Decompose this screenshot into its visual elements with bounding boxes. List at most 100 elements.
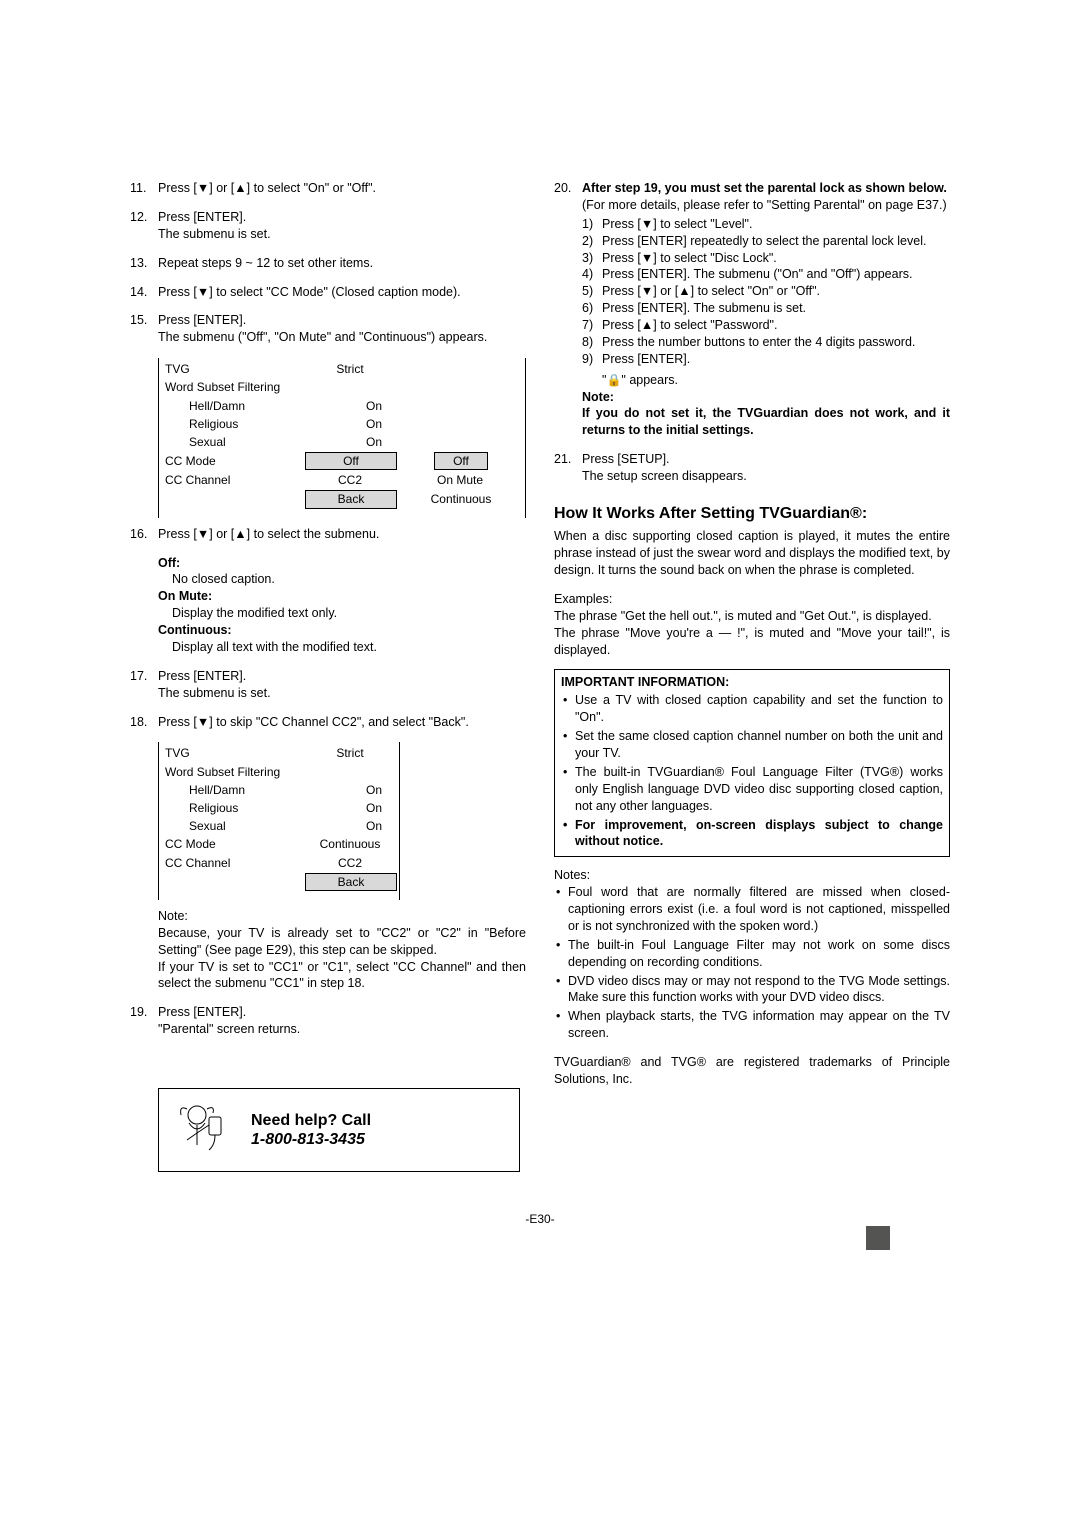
step-number: 19. (130, 1004, 158, 1038)
menu-value: On (329, 398, 419, 414)
help-callout: Need help? Call 1-800-813-3435 (158, 1088, 520, 1172)
substep-text: Press [ENTER]. The submenu ("On" and "Of… (602, 266, 950, 283)
line: Press [ENTER]. (158, 210, 246, 224)
line-bold: After step 19, you must set the parental… (582, 180, 950, 197)
examples: Examples: The phrase "Get the hell out."… (554, 591, 950, 659)
step-17: 17. Press [ENTER]. The submenu is set. (130, 668, 526, 702)
notes-title: Notes: (554, 867, 950, 884)
menu-label: CC Mode (159, 453, 305, 469)
menu-value: On (329, 800, 419, 816)
step-number: 16. (130, 526, 158, 543)
step-number: 12. (130, 209, 158, 243)
page: 11. Press [▼] or [▲] to select "On" or "… (0, 0, 1080, 1306)
page-number: -E30- (130, 1212, 950, 1226)
menu-row: Religious On (159, 415, 525, 433)
notes-item: The built-in Foul Language Filter may no… (554, 937, 950, 971)
menu-value: On (329, 434, 419, 450)
help-phone: 1-800-813-3435 (251, 1130, 371, 1149)
step-20: 20. After step 19, you must set the pare… (554, 180, 950, 439)
notes-item: DVD video discs may or may not respond t… (554, 973, 950, 1007)
step-number: 21. (554, 451, 582, 485)
line: Press [ENTER]. (158, 313, 246, 327)
step-text: After step 19, you must set the parental… (582, 180, 950, 439)
option-desc: Display the modified text only. (158, 605, 526, 622)
section-title: How It Works After Setting TVGuardian®: (554, 503, 950, 525)
menu-label: CC Channel (159, 472, 305, 488)
step-number: 17. (130, 668, 158, 702)
menu-value: Continuous (305, 836, 395, 852)
step-14: 14. Press [▼] to select "CC Mode" (Close… (130, 284, 526, 301)
substep-text: Press [ENTER]. (602, 351, 950, 368)
step-number: 13. (130, 255, 158, 272)
step-text: Press [ENTER]. The submenu is set. (158, 209, 526, 243)
menu-row: CC Mode Continuous (159, 835, 399, 853)
substep-num: 4) (582, 266, 602, 283)
substeps: 1)Press [▼] to select "Level". 2)Press [… (582, 216, 950, 368)
step-text: Press [ENTER]. The submenu ("Off", "On M… (158, 312, 526, 346)
back-cell: Back (305, 873, 397, 891)
step-number: 15. (130, 312, 158, 346)
substep: 7)Press [▲] to select "Password". (582, 317, 950, 334)
notes-list: Foul word that are normally filtered are… (554, 884, 950, 1042)
menu-row: Back Continuous (159, 489, 525, 509)
substep-num: 6) (582, 300, 602, 317)
line: Press [SETUP]. (582, 452, 670, 466)
menu-label: Hell/Damn (159, 398, 329, 414)
menu-label: TVG (159, 361, 305, 377)
substep: 1)Press [▼] to select "Level". (582, 216, 950, 233)
step-number: 14. (130, 284, 158, 301)
step-number: 20. (554, 180, 582, 439)
info-item: Set the same closed caption channel numb… (561, 728, 943, 762)
menu-option: Off (397, 452, 525, 470)
line: The submenu is set. (158, 227, 271, 241)
substep-text: Press the number buttons to enter the 4 … (602, 334, 950, 351)
menu-row: CC Channel CC2 On Mute (159, 471, 525, 489)
osd-menu-1: TVG Strict Word Subset Filtering Hell/Da… (158, 358, 526, 518)
right-column: 20. After step 19, you must set the pare… (554, 180, 950, 1172)
notes-item: Foul word that are normally filtered are… (554, 884, 950, 935)
step-16: 16. Press [▼] or [▲] to select the subme… (130, 526, 526, 543)
menu-row: Word Subset Filtering (159, 763, 399, 781)
menu-row: Religious On (159, 799, 399, 817)
menu-row: Word Subset Filtering (159, 378, 525, 396)
section-body: When a disc supporting closed caption is… (554, 528, 950, 579)
notes-block: Notes: Foul word that are normally filte… (554, 867, 950, 1042)
step-text: Press [▼] or [▲] to select "On" or "Off"… (158, 180, 526, 197)
important-information-box: IMPORTANT INFORMATION: Use a TV with clo… (554, 669, 950, 858)
substep-num: 2) (582, 233, 602, 250)
step-text: Press [ENTER]. "Parental" screen returns… (158, 1004, 526, 1038)
left-column: 11. Press [▼] or [▲] to select "On" or "… (130, 180, 526, 1172)
info-item: The built-in TVGuardian® Foul Language F… (561, 764, 943, 815)
notes-item: When playback starts, the TVG informatio… (554, 1008, 950, 1042)
menu-label: Sexual (159, 818, 329, 834)
step-text: Press [▼] to skip "CC Channel CC2", and … (158, 714, 526, 731)
menu-value: On (329, 818, 419, 834)
line: Press [ENTER]. (158, 1005, 246, 1019)
note-bold: If you do not set it, the TVGuardian doe… (582, 405, 950, 439)
step-text: Press [▼] to select "CC Mode" (Closed ca… (158, 284, 526, 301)
info-title: IMPORTANT INFORMATION: (561, 674, 943, 691)
corner-marker (866, 1226, 890, 1250)
help-illustration-icon (169, 1095, 239, 1165)
menu-row: CC Mode Off Off (159, 451, 525, 471)
menu-option: Continuous (397, 491, 525, 507)
menu-value: On (329, 416, 419, 432)
substep-num: 5) (582, 283, 602, 300)
substep: 9)Press [ENTER]. (582, 351, 950, 368)
menu-label: Religious (159, 800, 329, 816)
step-19: 19. Press [ENTER]. "Parental" screen ret… (130, 1004, 526, 1038)
substep-num: 1) (582, 216, 602, 233)
example-line: The phrase "Move you're a — !", is muted… (554, 625, 950, 659)
option-desc: No closed caption. (158, 571, 526, 588)
substep-num: 9) (582, 351, 602, 368)
option-title: On Mute: (158, 588, 526, 605)
menu-row: TVG Strict (159, 360, 525, 378)
option-definitions: Off: No closed caption. On Mute: Display… (158, 555, 526, 656)
line: The submenu is set. (158, 686, 271, 700)
menu-label: CC Channel (159, 855, 305, 871)
back-cell: Back (305, 490, 397, 508)
step-21: 21. Press [SETUP]. The setup screen disa… (554, 451, 950, 485)
substep-text: Press [▼] to select "Level". (602, 216, 950, 233)
substep: 8)Press the number buttons to enter the … (582, 334, 950, 351)
appears-text: appears. (629, 373, 678, 387)
